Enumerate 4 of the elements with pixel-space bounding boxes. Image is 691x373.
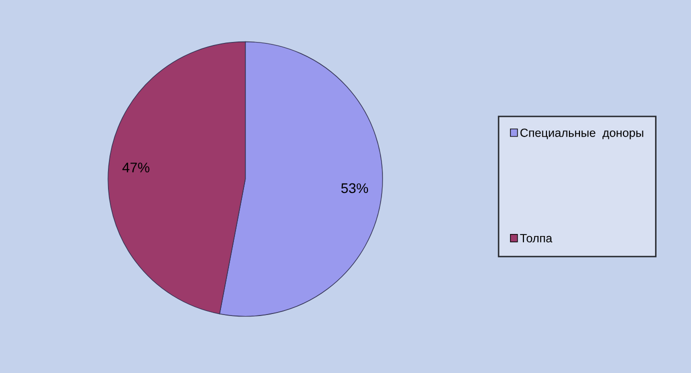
data-label: 47% (122, 162, 150, 172)
data-label: 53% (341, 183, 368, 194)
legend-label: Специальные доноры (520, 128, 644, 140)
legend-label: Толпа (520, 234, 552, 242)
